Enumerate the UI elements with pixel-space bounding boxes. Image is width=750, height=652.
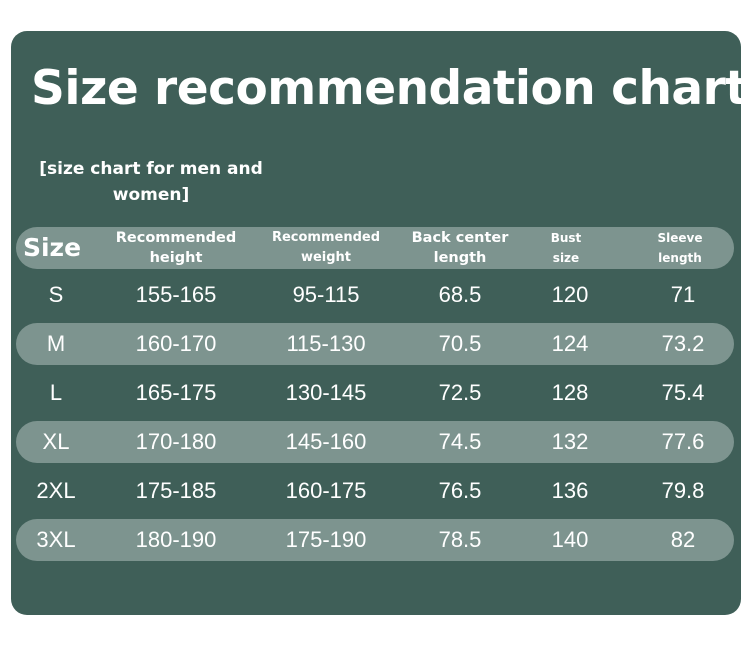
cell-sleeve-length: 75.4: [661, 380, 705, 405]
header-weight: Recommended weight: [271, 230, 381, 265]
cell-back-length: 68.5: [438, 282, 482, 307]
cell-back-length: 78.5: [438, 527, 482, 552]
cell-height: 155-165: [135, 282, 217, 307]
cell-weight: 175-190: [285, 527, 367, 552]
cell-sleeve-length: 73.2: [661, 331, 705, 356]
table-header-row: Size Recommended height Recommended weig…: [16, 227, 734, 269]
table-row: L 165-175 130-145 72.5 128 75.4: [16, 372, 734, 414]
header-bust-size: Bust size: [550, 231, 582, 265]
cell-bust-size: 140: [551, 527, 589, 552]
cell-bust-size: 136: [551, 478, 589, 503]
cell-back-length: 76.5: [438, 478, 482, 503]
cell-bust-size: 120: [551, 282, 589, 307]
header-back-length: Back center length: [411, 230, 509, 266]
cell-weight: 145-160: [285, 429, 367, 454]
header-height: Recommended height: [115, 230, 237, 266]
cell-bust-size: 124: [551, 331, 589, 356]
cell-size: S: [48, 282, 64, 307]
table-row: S 155-165 95-115 68.5 120 71: [16, 274, 734, 316]
chart-title: Size recommendation chart: [31, 61, 748, 116]
cell-sleeve-length: 71: [670, 282, 696, 307]
cell-size: 3XL: [36, 527, 76, 552]
cell-height: 180-190: [135, 527, 217, 552]
table-row: 2XL 175-185 160-175 76.5 136 79.8: [16, 470, 734, 512]
cell-size: XL: [42, 429, 70, 454]
cell-height: 165-175: [135, 380, 217, 405]
cell-weight: 160-175: [285, 478, 367, 503]
cell-bust-size: 128: [551, 380, 589, 405]
table-row: 3XL 180-190 175-190 78.5 140 82: [16, 519, 734, 561]
header-size: Size: [22, 233, 82, 262]
cell-weight: 115-130: [286, 331, 366, 356]
cell-sleeve-length: 82: [670, 527, 696, 552]
cell-sleeve-length: 79.8: [661, 478, 705, 503]
cell-height: 160-170: [135, 331, 217, 356]
header-sleeve-length: Sleeve length: [657, 231, 703, 265]
size-chart-panel: Size recommendation chart [size chart fo…: [11, 31, 748, 615]
cell-height: 170-180: [135, 429, 217, 454]
cell-weight: 95-115: [292, 282, 360, 307]
cell-bust-size: 132: [551, 429, 589, 454]
table-row: M 160-170 115-130 70.5 124 73.2: [16, 323, 734, 365]
cell-weight: 130-145: [285, 380, 367, 405]
cell-back-length: 74.5: [438, 429, 482, 454]
cell-size: L: [49, 380, 63, 405]
cell-sleeve-length: 77.6: [661, 429, 705, 454]
chart-subtitle: [size chart for men and women]: [39, 159, 263, 205]
cell-size: M: [46, 331, 66, 356]
cell-back-length: 70.5: [438, 331, 482, 356]
cell-height: 175-185: [135, 478, 217, 503]
table-row: XL 170-180 145-160 74.5 132 77.6: [16, 421, 734, 463]
cell-size: 2XL: [36, 478, 76, 503]
cell-back-length: 72.5: [438, 380, 482, 405]
